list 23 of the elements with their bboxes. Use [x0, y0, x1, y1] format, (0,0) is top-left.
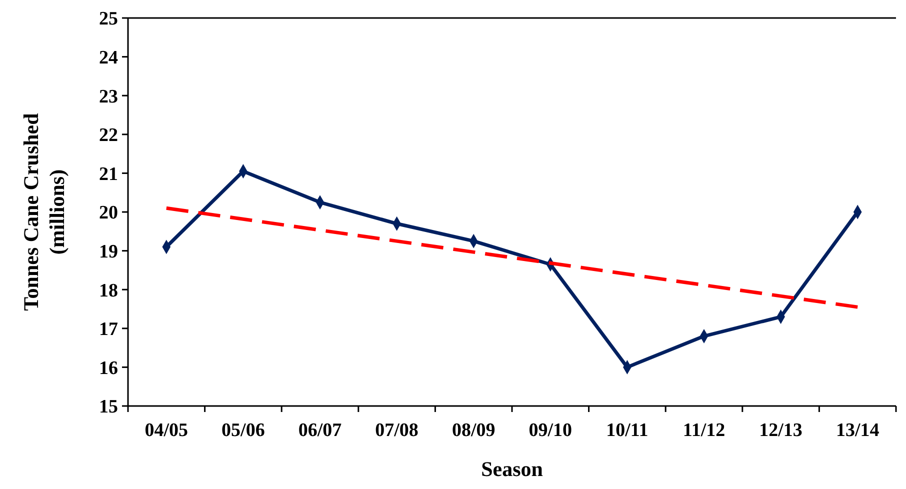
y-tick-label: 17 — [99, 319, 118, 340]
x-axis-title: Season — [481, 457, 544, 481]
y-tick-label: 21 — [99, 164, 118, 185]
y-tick-label: 24 — [99, 47, 118, 68]
x-tick-label: 12/13 — [759, 420, 802, 441]
x-tick-label: 04/05 — [144, 420, 188, 441]
y-tick-label: 15 — [99, 396, 118, 418]
y-tick-label: 18 — [99, 280, 118, 302]
y-tick-label: 19 — [99, 241, 118, 262]
y-tick-label: 23 — [99, 86, 118, 108]
x-tick-label: 10/11 — [606, 420, 648, 441]
x-tick-label: 08/09 — [452, 420, 496, 441]
y-tick-label: 22 — [99, 125, 118, 146]
x-tick-label: 06/07 — [298, 420, 342, 441]
y-tick-label: 25 — [99, 8, 118, 30]
x-tick-label: 07/08 — [375, 420, 418, 441]
x-tick-label: 11/12 — [682, 420, 726, 441]
y-tick-label: 16 — [99, 358, 118, 379]
x-tick-label: 05/06 — [222, 420, 265, 441]
x-tick-label: 13/14 — [836, 420, 880, 441]
y-tick-label: 20 — [99, 202, 118, 224]
x-tick-label: 09/10 — [528, 420, 572, 441]
y-axis-title: Tonnes Cane Crushed (millions) — [19, 112, 69, 311]
